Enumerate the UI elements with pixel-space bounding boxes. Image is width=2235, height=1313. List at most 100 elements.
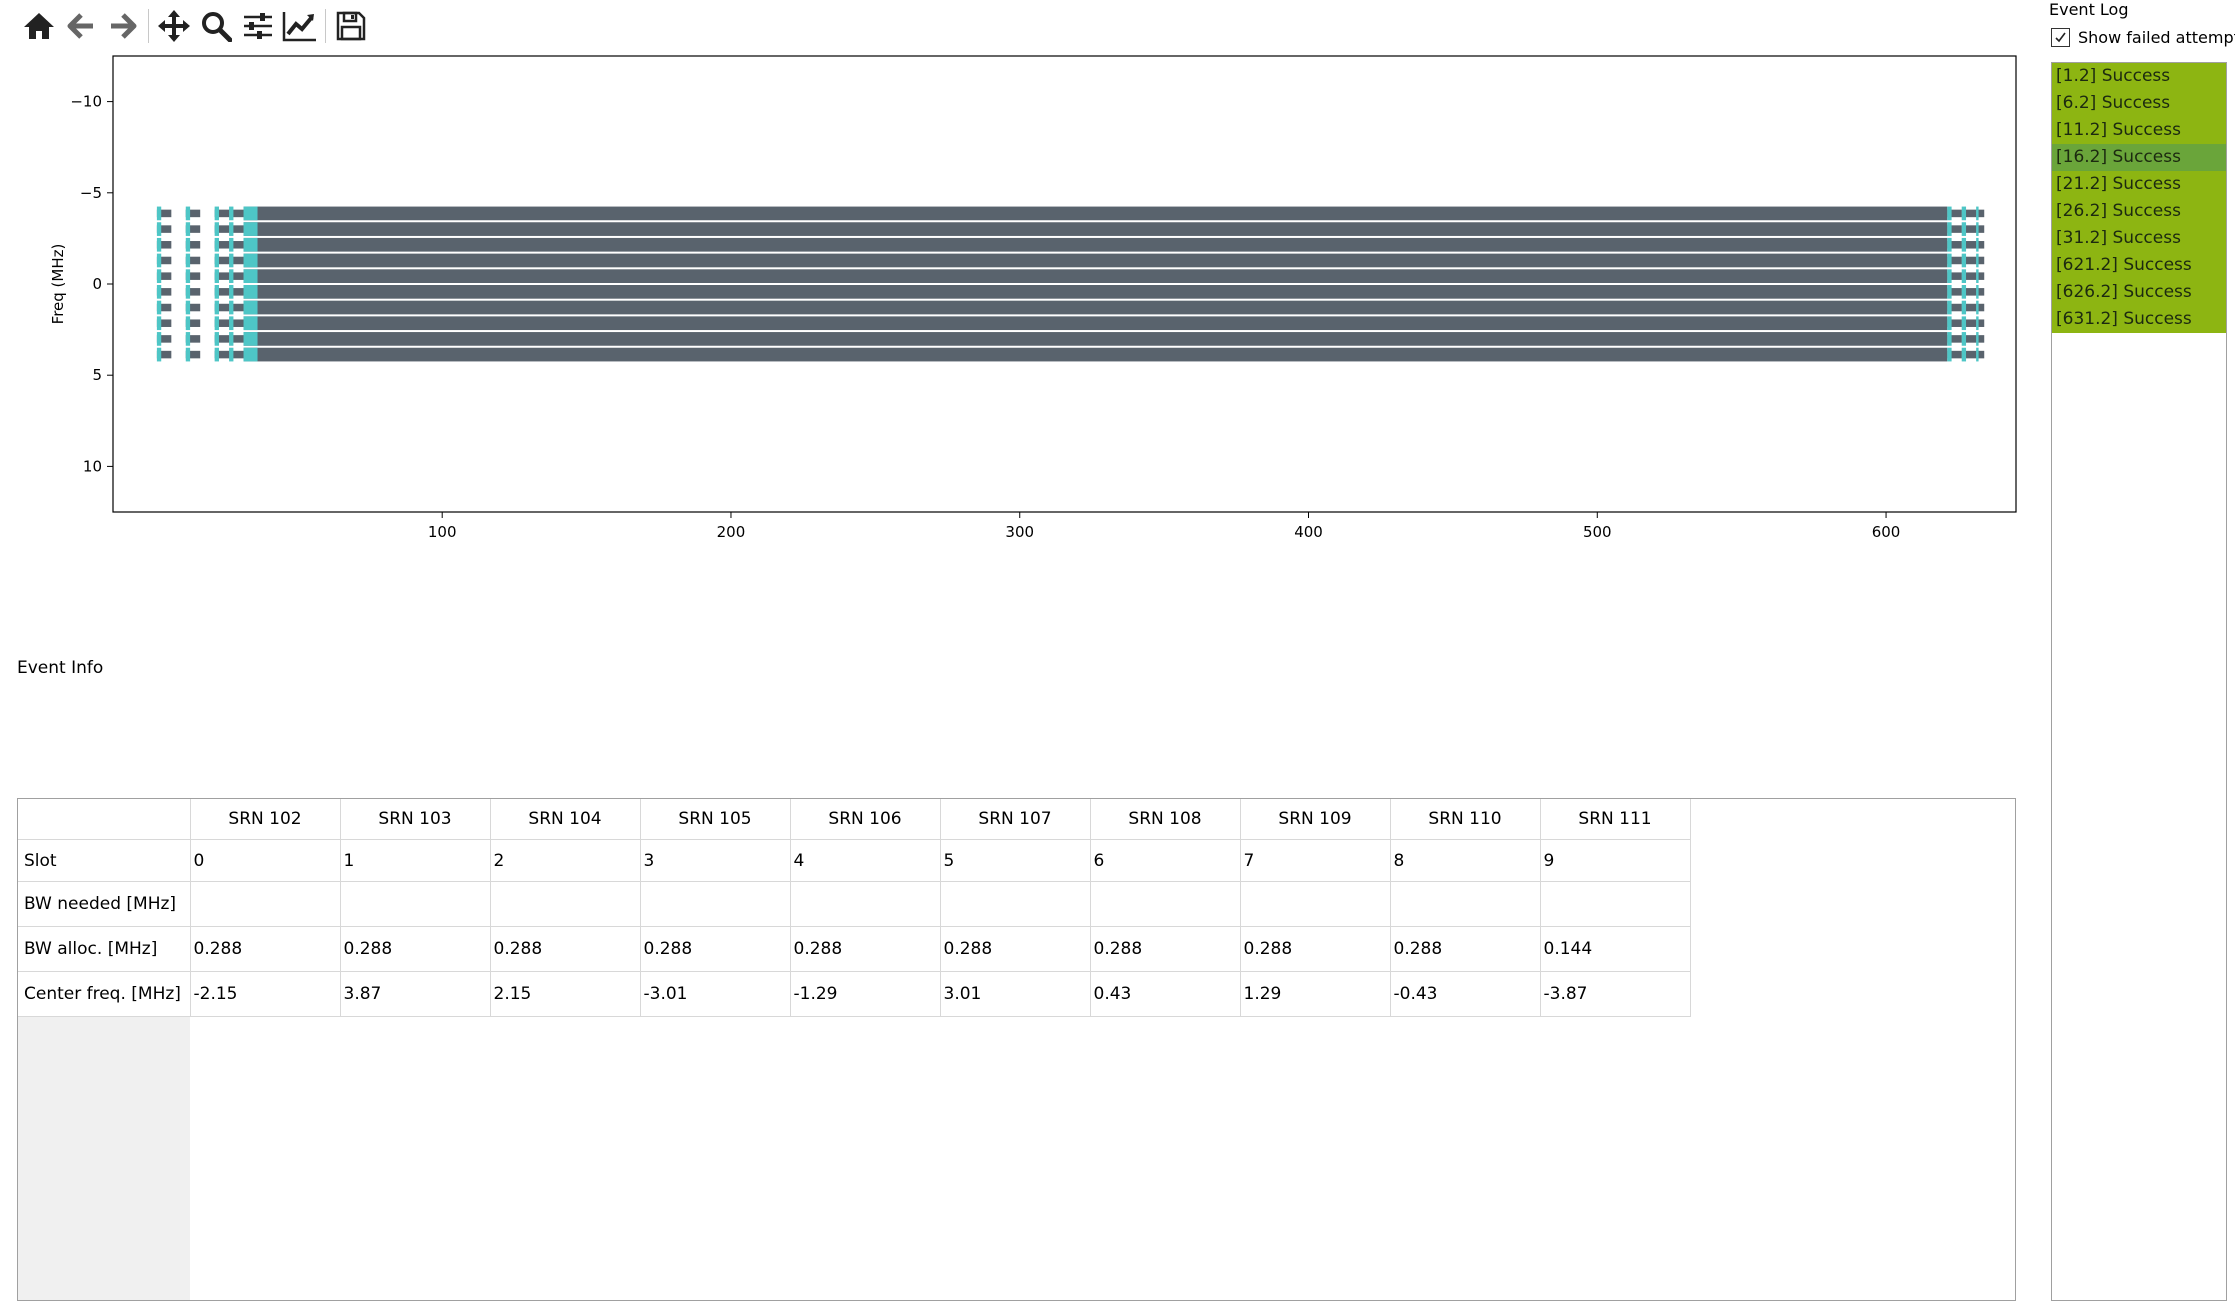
allocation-bar[interactable] [1961, 209, 1977, 218]
allocation-bar[interactable] [1976, 335, 1985, 343]
allocation-bar[interactable] [214, 256, 230, 265]
table-cell[interactable] [1090, 881, 1241, 927]
allocation-bar[interactable] [156, 319, 172, 327]
frequency-plot[interactable]: 100 200 300 400 500 600 −10 −5 0 5 10 Freq (MHz) [0, 0, 2030, 545]
allocation-bar[interactable] [229, 256, 244, 265]
table-cell[interactable] [1240, 881, 1391, 927]
allocation-bar[interactable] [1947, 209, 1962, 218]
allocation-bar[interactable] [1961, 272, 1977, 280]
log-entry[interactable]: [631.2] Success [2052, 306, 2226, 333]
column-header[interactable]: SRN 103 [340, 799, 491, 840]
allocation-bar[interactable] [243, 237, 1948, 252]
allocation-bar[interactable] [1976, 303, 1985, 312]
allocation-bar[interactable] [229, 335, 244, 343]
allocation-bar[interactable] [243, 222, 1948, 236]
allocation-bar[interactable] [156, 225, 172, 233]
allocation-bar[interactable] [185, 303, 201, 312]
allocation-bar[interactable] [1961, 335, 1977, 343]
allocation-bar[interactable] [229, 288, 244, 296]
allocation-bar[interactable] [1961, 256, 1977, 265]
allocation-bar[interactable] [1976, 272, 1985, 280]
table-cell[interactable]: 2.15 [490, 971, 641, 1017]
table-cell[interactable]: 6 [1090, 839, 1241, 882]
allocation-bar[interactable] [243, 300, 1948, 315]
allocation-bar[interactable] [1947, 303, 1962, 312]
allocation-bar[interactable] [214, 335, 230, 343]
allocation-bar[interactable] [214, 288, 230, 296]
back-button[interactable] [60, 5, 102, 47]
allocation-bar[interactable] [1976, 225, 1985, 233]
table-cell[interactable]: 0.288 [490, 926, 641, 972]
plot-area[interactable] [112, 55, 2017, 513]
allocation-bar[interactable] [1947, 288, 1962, 296]
table-cell[interactable]: 5 [940, 839, 1091, 882]
table-cell[interactable]: 0.43 [1090, 971, 1241, 1017]
row-header[interactable]: BW needed [MHz] [18, 881, 191, 927]
allocation-bar[interactable] [1947, 225, 1962, 233]
log-entry[interactable]: [6.2] Success [2052, 90, 2226, 117]
show-failed-attempts-checkbox[interactable]: Show failed attempts [2051, 28, 2235, 47]
home-button[interactable] [18, 5, 60, 47]
log-entry[interactable]: [621.2] Success [2052, 252, 2226, 279]
allocation-bar[interactable] [214, 209, 230, 218]
table-cell[interactable]: -0.43 [1390, 971, 1541, 1017]
allocation-bar[interactable] [185, 319, 201, 327]
column-header[interactable]: SRN 109 [1240, 799, 1391, 840]
allocation-bar[interactable] [1947, 241, 1962, 249]
table-cell[interactable]: 0.288 [940, 926, 1091, 972]
allocation-bar[interactable] [1947, 350, 1962, 359]
allocation-bar[interactable] [1976, 319, 1985, 327]
row-header[interactable]: Slot [18, 839, 191, 882]
allocation-bar[interactable] [156, 209, 172, 218]
table-cell[interactable]: -1.29 [790, 971, 941, 1017]
table-cell[interactable]: 0.288 [190, 926, 341, 972]
allocation-bar[interactable] [156, 288, 172, 296]
table-cell[interactable]: 0.144 [1540, 926, 1691, 972]
log-entry[interactable]: [31.2] Success [2052, 225, 2226, 252]
table-cell[interactable]: -3.01 [640, 971, 791, 1017]
table-cell[interactable]: 7 [1240, 839, 1391, 882]
event-info-table[interactable]: SRN 102 SRN 103 SRN 104 SRN 105 SRN 106 SRN 1… [17, 798, 2016, 1301]
table-cell[interactable] [640, 881, 791, 927]
table-cell[interactable]: 8 [1390, 839, 1541, 882]
table-cell[interactable]: 1.29 [1240, 971, 1391, 1017]
table-cell[interactable] [940, 881, 1091, 927]
allocation-bar[interactable] [229, 350, 244, 359]
allocation-bar[interactable] [229, 225, 244, 233]
allocation-bar[interactable] [156, 272, 172, 280]
allocation-bar[interactable] [1976, 241, 1985, 249]
allocation-bar[interactable] [229, 241, 244, 249]
allocation-bar[interactable] [243, 253, 1948, 268]
allocation-bar[interactable] [1961, 241, 1977, 249]
allocation-bar[interactable] [156, 256, 172, 265]
edit-axes-button[interactable] [279, 5, 321, 47]
allocation-bar[interactable] [214, 319, 230, 327]
table-cell[interactable] [1540, 881, 1691, 927]
pan-button[interactable] [153, 5, 195, 47]
allocation-bar[interactable] [185, 335, 201, 343]
allocation-bar[interactable] [243, 269, 1948, 283]
allocation-bar[interactable] [243, 285, 1948, 299]
allocation-bar[interactable] [243, 332, 1948, 346]
allocation-bar[interactable] [229, 209, 244, 218]
allocation-bar[interactable] [243, 316, 1948, 331]
column-header[interactable]: SRN 108 [1090, 799, 1241, 840]
allocation-bar[interactable] [1976, 256, 1985, 265]
allocation-bar[interactable] [1947, 335, 1962, 343]
table-cell[interactable]: 0.288 [790, 926, 941, 972]
allocation-bar[interactable] [1976, 288, 1985, 296]
row-header[interactable]: Center freq. [MHz] [18, 971, 191, 1017]
allocation-bar[interactable] [185, 241, 201, 249]
log-entry[interactable]: [26.2] Success [2052, 198, 2226, 225]
table-cell[interactable] [790, 881, 941, 927]
save-button[interactable] [330, 5, 372, 47]
column-header[interactable]: SRN 102 [190, 799, 341, 840]
table-cell[interactable]: 2 [490, 839, 641, 882]
allocation-bar[interactable] [1976, 350, 1985, 359]
allocation-bar[interactable] [156, 241, 172, 249]
allocation-bar[interactable] [185, 256, 201, 265]
table-cell[interactable] [190, 881, 341, 927]
checkbox-icon[interactable] [2051, 28, 2070, 47]
allocation-bar[interactable] [185, 350, 201, 359]
table-cell[interactable]: 0.288 [340, 926, 491, 972]
